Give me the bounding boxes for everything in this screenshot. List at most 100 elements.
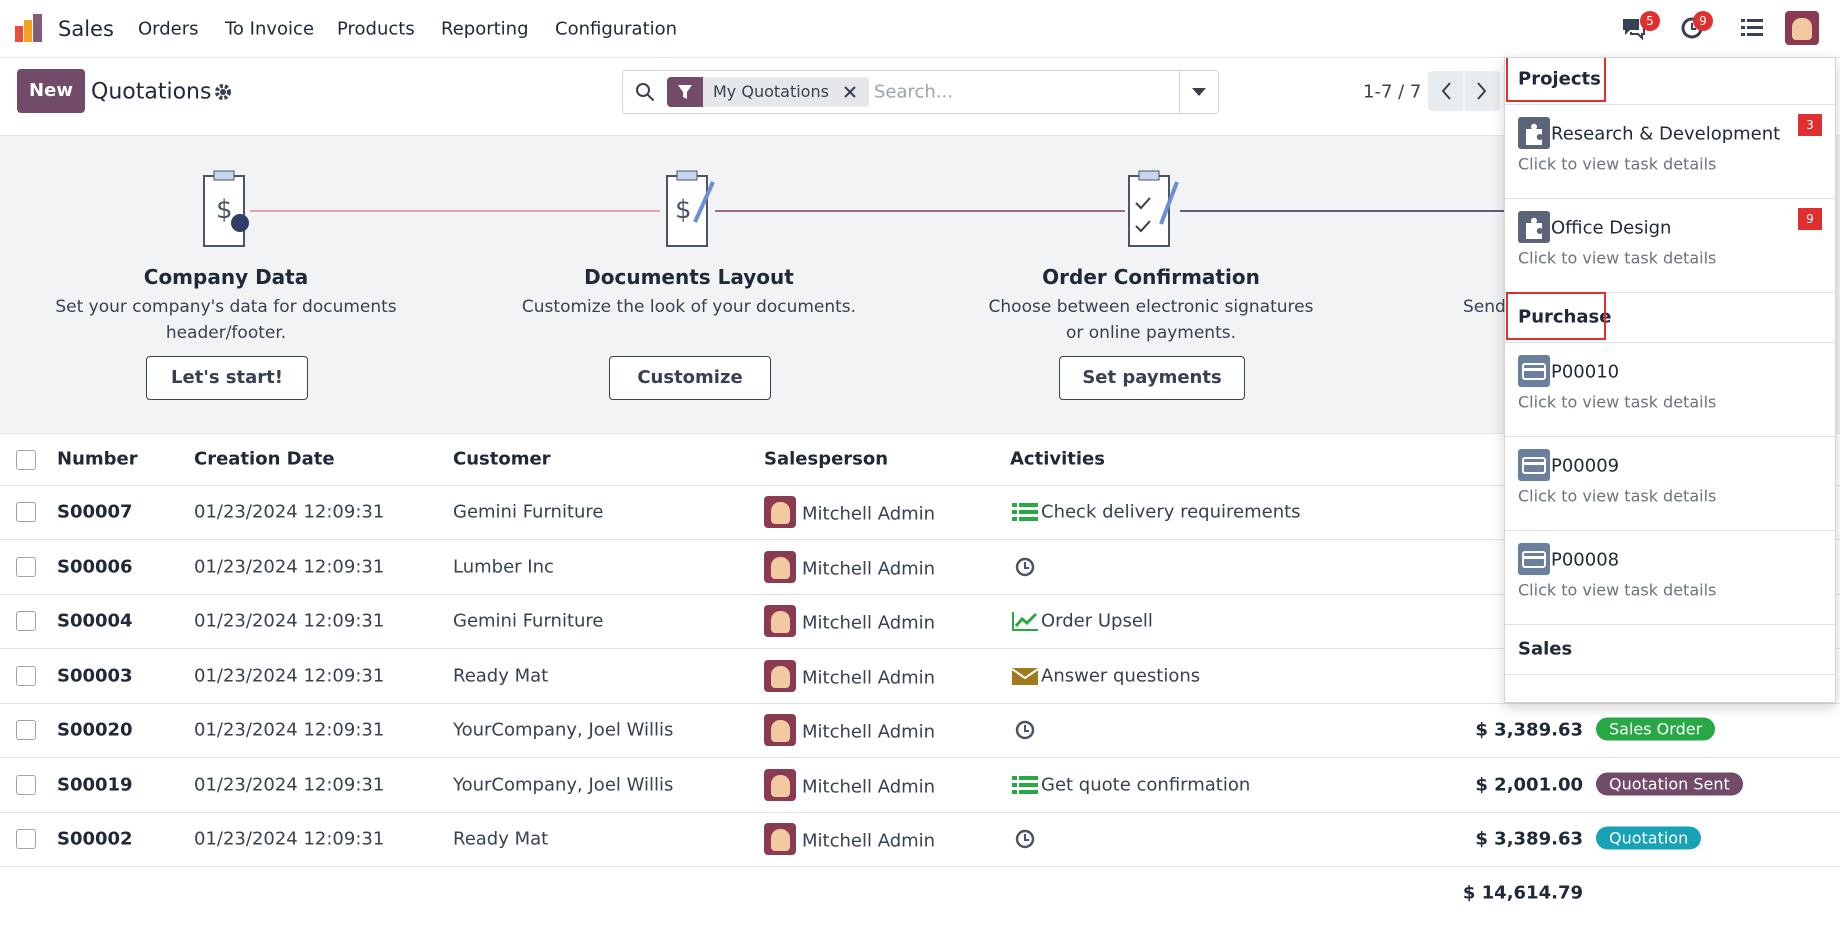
breadcrumb: Quotations	[91, 79, 212, 105]
order-number[interactable]: S00007	[57, 501, 133, 523]
salesperson-avatar	[764, 496, 796, 528]
row-border	[0, 811, 1840, 813]
order-number[interactable]: S00006	[57, 556, 133, 577]
item-icon	[1518, 211, 1550, 247]
pager-buttons[interactable]	[1428, 71, 1500, 111]
customer: YourCompany, Joel Willis	[453, 774, 674, 795]
column-header[interactable]: Salesperson	[764, 448, 889, 470]
menu-item[interactable]: Configuration	[555, 18, 678, 40]
step-button[interactable]: Customize	[609, 356, 771, 400]
item-subtitle: Click to view task details	[1518, 580, 1717, 600]
creation-date: 01/23/2024 12:09:31	[194, 665, 385, 686]
menu-item[interactable]: To Invoice	[225, 18, 315, 40]
new-button[interactable]: New	[17, 69, 85, 113]
row-checkbox[interactable]	[16, 611, 36, 631]
row-border	[0, 702, 1840, 704]
salesperson-avatar	[764, 550, 796, 583]
column-header[interactable]: Number	[57, 448, 138, 470]
salesperson: Mitchell Admin	[802, 721, 936, 743]
creation-date: 01/23/2024 12:09:31	[194, 774, 385, 795]
column-header[interactable]: Creation Date	[194, 448, 335, 470]
settings-gear[interactable]	[214, 83, 232, 101]
total: $ 3,389.63	[1475, 828, 1583, 850]
order-number[interactable]: S00002	[57, 828, 133, 850]
header-border	[0, 485, 1840, 486]
search-toggle[interactable]	[1192, 88, 1206, 96]
group-header: Sales	[1518, 638, 1573, 660]
menu-item[interactable]: Orders	[138, 18, 199, 40]
separator	[1505, 342, 1835, 343]
total: $ 2,001.00	[1475, 774, 1583, 795]
creation-date: 01/23/2024 12:09:31	[194, 556, 385, 577]
step-description: Send	[1463, 297, 1506, 317]
search-icon	[636, 83, 655, 102]
group-header: Purchase	[1518, 306, 1612, 328]
item-subtitle: Click to view task details	[1518, 392, 1717, 412]
row-checkbox[interactable]	[16, 502, 36, 522]
item-title[interactable]: P00008	[1551, 549, 1620, 571]
user-avatar[interactable]	[1785, 11, 1819, 45]
order-number[interactable]: S00003	[57, 665, 133, 686]
item-title[interactable]: P00009	[1551, 455, 1620, 477]
activity[interactable]: Order Upsell	[1041, 610, 1153, 632]
separator	[1505, 198, 1835, 199]
activity[interactable]: Check delivery requirements	[1041, 501, 1301, 523]
facet-remove[interactable]	[843, 85, 857, 99]
separator	[1505, 624, 1835, 625]
customer: Gemini Furniture	[453, 501, 604, 523]
item-title[interactable]: Research & Development	[1551, 123, 1781, 145]
order-number[interactable]: S00004	[57, 610, 133, 632]
item-count: 9	[1798, 208, 1822, 230]
navbar: Sales 5 9	[0, 0, 1840, 58]
menu-item[interactable]: Reporting	[441, 18, 529, 40]
creation-date: 01/23/2024 12:09:31	[194, 828, 385, 850]
grand-total: $ 14,614.79	[1462, 882, 1583, 904]
search-box[interactable]: My Quotations Search...	[622, 70, 1219, 114]
customer: Ready Mat	[453, 665, 549, 686]
column-header[interactable]: Activities	[1010, 448, 1105, 470]
salesperson: Mitchell Admin	[802, 830, 936, 852]
row-border	[0, 648, 1840, 649]
menu-item[interactable]: Products	[337, 18, 415, 40]
step-button[interactable]: Set payments	[1059, 356, 1245, 400]
separator	[1505, 530, 1835, 531]
activity-icon	[1012, 501, 1038, 527]
order-number[interactable]: S00019	[57, 774, 133, 795]
row-checkbox[interactable]	[16, 556, 36, 577]
column-header[interactable]: Customer	[453, 448, 551, 470]
step-icon: $	[196, 168, 256, 256]
activity-icon	[1014, 828, 1040, 854]
activity[interactable]: Answer questions	[1041, 665, 1201, 686]
separator	[1505, 436, 1835, 437]
svg-text:$: $	[675, 195, 692, 225]
list-icon[interactable]	[1741, 19, 1763, 37]
salesperson-avatar	[764, 823, 796, 855]
app-name[interactable]: Sales	[58, 17, 114, 41]
creation-date: 01/23/2024 12:09:31	[194, 610, 385, 632]
activity-icon	[1012, 774, 1038, 800]
group-header: Projects	[1518, 68, 1601, 90]
row-checkbox[interactable]	[16, 665, 36, 686]
group-highlight	[1506, 292, 1606, 340]
total: $ 3,389.63	[1475, 719, 1583, 741]
item-title[interactable]: Office Design	[1551, 217, 1672, 239]
salesperson-avatar	[764, 659, 796, 692]
salesperson: Mitchell Admin	[802, 503, 936, 525]
item-icon	[1518, 449, 1550, 485]
item-subtitle: Click to view task details	[1518, 248, 1717, 268]
step-button[interactable]: Let's start!	[146, 356, 308, 400]
row-border	[0, 539, 1840, 540]
order-number[interactable]: S00020	[57, 719, 133, 741]
pager: 1-7 / 7	[1363, 81, 1422, 103]
row-checkbox[interactable]	[16, 720, 36, 740]
activity[interactable]: Get quote confirmation	[1041, 774, 1251, 795]
row-checkbox[interactable]	[16, 774, 36, 795]
item-subtitle: Click to view task details	[1518, 486, 1717, 506]
search-placeholder[interactable]: Search...	[874, 81, 954, 103]
item-title[interactable]: P00010	[1551, 361, 1620, 383]
salesperson: Mitchell Admin	[802, 612, 936, 634]
filter-icon	[667, 77, 703, 107]
row-checkbox[interactable]	[16, 829, 36, 849]
step-description: Choose between electronic signatures	[988, 297, 1314, 317]
select-all-checkbox[interactable]	[16, 450, 36, 470]
